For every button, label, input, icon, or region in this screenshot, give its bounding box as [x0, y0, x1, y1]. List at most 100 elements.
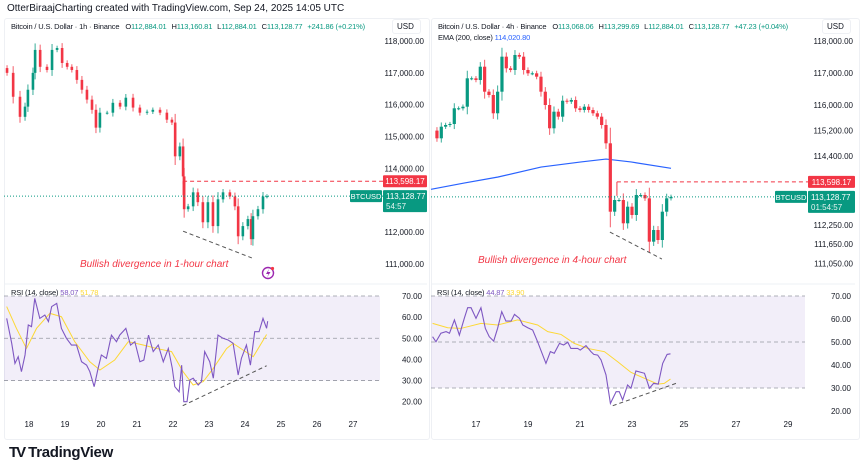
- candle-body: [500, 56, 504, 92]
- candle-body: [604, 125, 608, 144]
- candle-body: [50, 49, 54, 70]
- open-label: O: [552, 22, 559, 31]
- symbol-tag-label: BTCUSD: [351, 192, 382, 201]
- candle-body: [543, 91, 547, 105]
- candle-body: [261, 196, 265, 210]
- candle-body: [98, 112, 102, 128]
- rsi-tick-label: 70.00: [831, 292, 852, 301]
- date-tick-label: 23: [628, 420, 637, 429]
- rsi-ma-value: 33.90: [506, 288, 525, 297]
- candle-body: [483, 66, 487, 92]
- candle-body: [170, 119, 174, 123]
- date-tick-label: 25: [277, 420, 286, 429]
- candle-body: [173, 122, 177, 157]
- candle-body: [439, 126, 443, 139]
- tradingview-wordmark: TradingView: [28, 444, 113, 461]
- close-label: C: [688, 22, 694, 31]
- currency-button-1h[interactable]: USD: [392, 19, 421, 34]
- candle-body: [530, 73, 534, 75]
- candle-body: [256, 209, 260, 217]
- candle-body: [517, 54, 521, 57]
- high-label: H: [171, 22, 177, 31]
- candle-body: [23, 106, 27, 117]
- candle-body: [652, 229, 656, 242]
- candle-body: [613, 200, 617, 212]
- price-tick-label: 112,000.00: [385, 228, 425, 237]
- candle-body: [582, 106, 586, 110]
- chart-1: 118,000.00 117,000.00 116,000.00 115,200.00…: [430, 37, 855, 429]
- candle-body: [665, 198, 669, 212]
- candle-body: [556, 111, 560, 117]
- rsi-tick-label: 20.00: [831, 407, 852, 416]
- candle-body: [621, 200, 625, 224]
- rsi-tick-label: 60.00: [831, 315, 852, 324]
- candle-body: [201, 202, 205, 223]
- candle-body: [548, 105, 552, 129]
- date-tick-label: 24: [241, 420, 250, 429]
- low-label: L: [644, 22, 649, 31]
- rsi-legend-4h: RSI (14, close) 44.87 33.90: [437, 288, 524, 297]
- rsi-value: 58.07: [60, 288, 79, 297]
- last-price-label: 113,128.77: [386, 192, 426, 201]
- tradingview-logo-icon: TV: [9, 444, 26, 461]
- candle-body: [591, 109, 595, 114]
- candle-body: [552, 111, 556, 129]
- candle-body: [496, 91, 500, 114]
- rsi-tick-label: 30.00: [402, 377, 423, 386]
- change-value: +47.23 (+0.04%): [734, 22, 788, 31]
- price-tick-label: 117,000.00: [814, 69, 854, 78]
- candle-body: [211, 202, 215, 227]
- low-label: L: [217, 22, 222, 31]
- symbol-title: Bitcoin / U.S. Dollar · 4h · Binance: [438, 22, 547, 31]
- divergence-annotation: Bullish divergence in 1-hour chart: [80, 259, 230, 270]
- candle-body: [85, 89, 89, 100]
- price-tick-label: 111,050.00: [814, 259, 853, 268]
- symbol-tag-label: BTCUSD: [776, 193, 807, 202]
- open-value: 112,884.01: [131, 22, 167, 31]
- candle-body: [206, 202, 210, 223]
- date-tick-label: 19: [524, 420, 533, 429]
- ema-value: 114,020.80: [494, 33, 531, 42]
- rsi-divergence-line: [182, 365, 267, 407]
- candle-body: [228, 192, 232, 197]
- candle-body: [526, 69, 530, 74]
- candle-body: [158, 109, 162, 113]
- candle-body: [491, 94, 495, 114]
- price-tick-label: 114,000.00: [385, 164, 425, 173]
- candle-body: [626, 206, 630, 224]
- chart-credit: OtterBiraajCharting created with Trading…: [7, 3, 345, 14]
- high-label: H: [598, 22, 604, 31]
- countdown-label: 01:54:57: [811, 203, 843, 212]
- date-tick-label: 17: [472, 420, 481, 429]
- candle-body: [80, 79, 84, 90]
- date-tick-label: 27: [349, 420, 358, 429]
- currency-button-4h[interactable]: USD: [822, 19, 851, 34]
- ema-legend: EMA (200, close) 114,020.80: [438, 33, 530, 42]
- candle-body: [608, 143, 612, 212]
- candle-body: [448, 124, 452, 126]
- legend-4h: Bitcoin / U.S. Dollar · 4h · Binance O 11…: [438, 22, 791, 31]
- candle-body: [55, 48, 59, 50]
- candle-body: [33, 49, 37, 73]
- candle-body: [617, 200, 621, 202]
- date-tick-label: 20: [97, 420, 106, 429]
- candle-body: [574, 100, 578, 109]
- candle-body: [452, 108, 456, 125]
- candle-body: [656, 229, 660, 241]
- date-tick-label: 26: [313, 420, 322, 429]
- date-tick-label: 29: [784, 420, 793, 429]
- close-label: C: [261, 22, 267, 31]
- notification-dot: [270, 266, 275, 271]
- symbol-title: Bitcoin / U.S. Dollar · 1h · Binance: [11, 22, 120, 31]
- candle-body: [561, 100, 565, 117]
- rsi-tick-label: 30.00: [831, 384, 852, 393]
- candle-body: [639, 194, 643, 196]
- date-tick-label: 18: [25, 420, 34, 429]
- candle-body: [487, 91, 491, 95]
- candle-body: [600, 116, 604, 125]
- price-tick-label: 111,000.00: [385, 260, 424, 269]
- high-value: 113,299.69: [603, 22, 640, 31]
- candle-body: [246, 219, 250, 227]
- tradingview-logo[interactable]: TV TradingView: [9, 444, 113, 461]
